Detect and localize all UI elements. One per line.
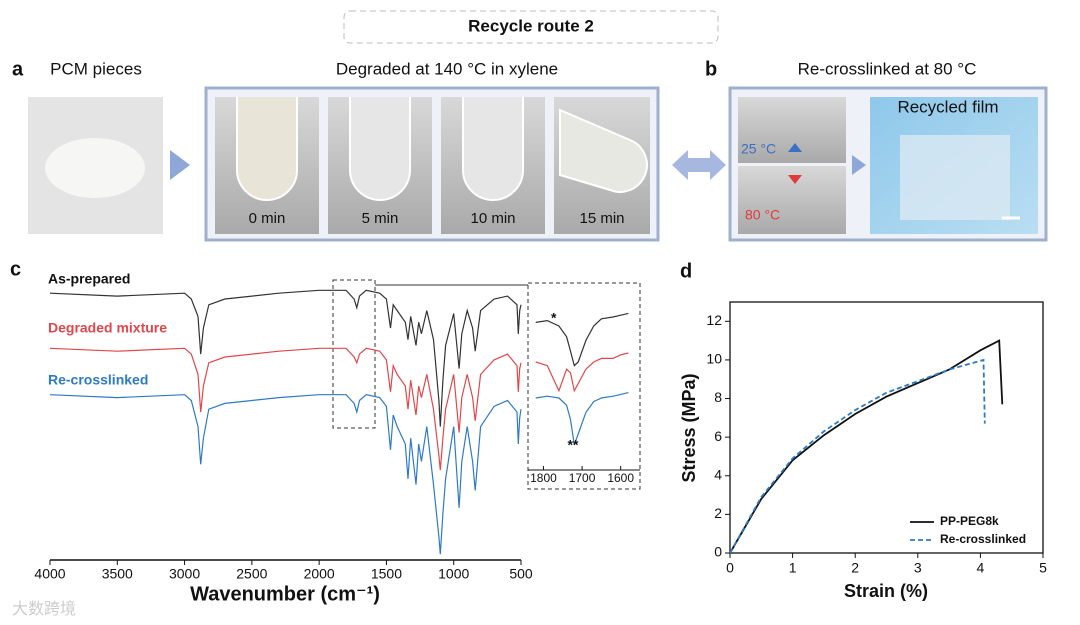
arrow [788,175,802,184]
panel-label: b [705,58,717,80]
x-tick-label: 4000 [34,566,65,582]
legend-label: Re-crosslinked [940,532,1026,546]
x-tick-label: 1800 [530,471,557,485]
zoom-box [332,279,376,429]
panel-label: a [12,58,24,80]
x-tick-label: 4 [977,560,985,576]
label: Degraded at 140 °C in xylene [336,59,558,78]
x-axis-label: Strain (%) [844,581,928,601]
plot-frame [729,301,1044,554]
x-tick-label: 2000 [304,566,335,582]
tubes [215,97,650,234]
series-line [49,347,522,471]
y-tick-label: 10 [706,351,722,367]
film [900,135,1010,220]
series-label: As-prepared [48,271,130,287]
x-tick-label: 1700 [569,471,596,485]
annotation: ** [568,437,579,453]
arrow [672,150,726,180]
x-tick-label: 2 [851,560,859,576]
time-label: 10 min [470,210,515,227]
series-line [49,394,522,555]
inset-box [527,282,641,490]
x-tick-label: 3 [914,560,922,576]
x-tick-label: 1 [789,560,797,576]
legend-label: PP-PEG8k [940,514,999,528]
arrow [788,143,802,152]
y-tick-label: 6 [714,428,722,444]
x-tick-label: 1000 [438,566,469,582]
y-tick-label: 12 [706,312,722,328]
label: Re-crosslinked at 80 °C [798,59,977,78]
y-tick-label: 8 [714,389,722,405]
x-tick-label: 3000 [169,566,200,582]
watermark: 大数跨境 [12,599,76,618]
time-label: 15 min [579,210,624,227]
series-line [535,352,629,393]
series-line [49,289,522,427]
title: Recycle route 2 [468,16,594,35]
x-tick-label: 3500 [102,566,133,582]
title-box [343,10,719,44]
x-tick-label: 1600 [607,471,634,485]
y-tick-label: 0 [714,544,722,560]
photo-pieces [45,138,145,198]
x-axis-label: Wavenumber (cm⁻¹) [190,583,380,605]
y-tick-label: 4 [714,466,722,482]
time-label: 5 min [362,210,399,227]
x-tick-label: 5 [1039,560,1047,576]
series-line [729,358,986,554]
panel-label: d [680,260,692,282]
series-label: Degraded mixture [48,320,167,336]
x-tick-label: 0 [726,560,734,576]
temp-label: 80 °C [745,207,780,223]
x-tick-label: 500 [509,566,533,582]
x-tick-label: 1500 [371,566,402,582]
series-line [535,312,629,367]
temp-label: 25 °C [741,141,776,157]
series-line [729,339,1004,554]
x-tick-label: 2500 [236,566,267,582]
time-label: 0 min [249,210,286,227]
arrow [852,155,866,175]
series-label: Re-crosslinked [48,372,148,388]
y-tick-label: 2 [714,505,722,521]
film-label: Recycled film [897,97,998,116]
y-axis-label: Stress (MPa) [679,373,699,482]
arrow [170,150,190,180]
panel-label: c [10,258,21,280]
label: PCM pieces [50,59,142,78]
series-line [535,392,629,446]
annotation: * [551,310,557,326]
